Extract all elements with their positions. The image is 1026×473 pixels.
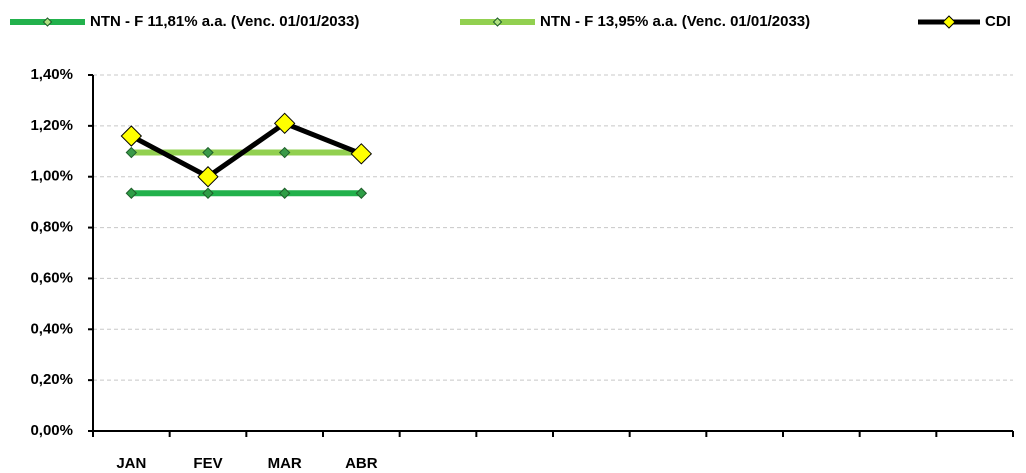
y-tick-label: 0,00% (30, 422, 73, 439)
marker (202, 187, 214, 199)
legend-marker (492, 17, 503, 27)
marker (355, 187, 368, 199)
y-tick-label: 0,40% (30, 320, 73, 337)
y-tick-label: 0,60% (30, 269, 73, 286)
x-tick-label: ABR (345, 455, 378, 472)
y-tick-label: 1,40% (30, 66, 73, 83)
legend-marker (942, 15, 956, 29)
marker (197, 166, 219, 188)
y-tick-label: 0,80% (30, 219, 73, 236)
marker (278, 146, 291, 159)
y-tick-label: 1,00% (30, 168, 73, 185)
x-tick-label: JAN (116, 455, 146, 472)
marker (125, 187, 138, 199)
legend-label: NTN - F 11,81% a.a. (Venc. 01/01/2033) (90, 13, 359, 30)
marker (350, 143, 373, 165)
y-tick-label: 1,20% (30, 117, 73, 134)
legend-label: CDI (985, 13, 1011, 30)
y-tick-label: 0,20% (30, 371, 73, 388)
marker (125, 146, 138, 159)
marker (120, 125, 143, 147)
x-tick-label: FEV (193, 455, 222, 472)
series-line (130, 120, 363, 180)
legend-label: NTN - F 13,95% a.a. (Venc. 01/01/2033) (540, 13, 810, 30)
legend-marker (42, 17, 53, 27)
marker (278, 187, 291, 199)
marker (202, 146, 214, 159)
x-tick-label: MAR (268, 455, 302, 472)
marker (273, 112, 296, 135)
